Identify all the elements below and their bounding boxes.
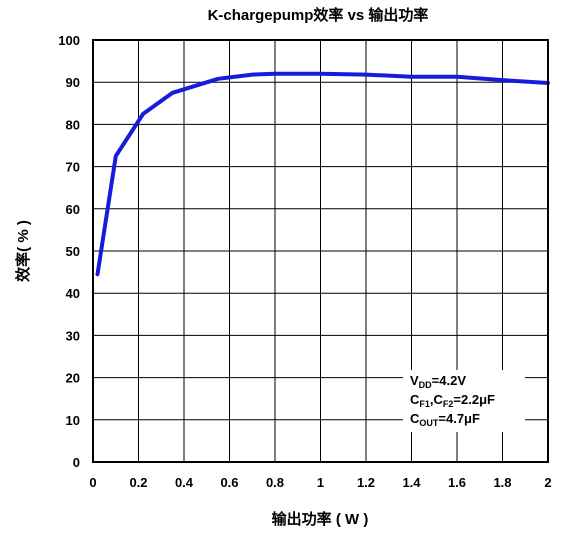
annotation-cout: COUT=4.7μF bbox=[410, 411, 480, 428]
x-axis-label: 输出功率 ( W ) bbox=[272, 510, 369, 528]
y-tick-label: 60 bbox=[66, 202, 80, 217]
x-tick-label: 0.8 bbox=[266, 475, 284, 490]
x-tick-label: 0.4 bbox=[175, 475, 194, 490]
series-group bbox=[95, 71, 550, 277]
y-tick-label: 70 bbox=[66, 160, 80, 175]
x-tick-label: 1.2 bbox=[357, 475, 375, 490]
y-axis-label: 效率( % ) bbox=[14, 220, 32, 282]
x-tick-label: 1.4 bbox=[402, 475, 421, 490]
y-tick-label: 40 bbox=[66, 286, 80, 301]
chart-title: K-chargepump效率 vs 输出功率 bbox=[208, 6, 429, 24]
x-tick-label: 1.8 bbox=[493, 475, 511, 490]
x-tick-labels: 0 0.2 0.4 0.6 0.8 1 1.2 1.4 1.6 1.8 2 bbox=[89, 475, 551, 490]
x-tick-label: 1 bbox=[317, 475, 324, 490]
plot-frame bbox=[92, 39, 549, 463]
y-tick-label: 0 bbox=[73, 455, 80, 470]
x-tick-label: 0.6 bbox=[220, 475, 238, 490]
y-tick-label: 30 bbox=[66, 328, 80, 343]
y-tick-label: 50 bbox=[66, 244, 80, 259]
y-tick-label: 90 bbox=[66, 75, 80, 90]
annotation-vdd: VDD=4.2V bbox=[410, 373, 466, 390]
x-tick-label: 0 bbox=[89, 475, 96, 490]
x-tick-label: 2 bbox=[544, 475, 551, 490]
annotation-box: VDD=4.2V CF1,CF2=2.2μF COUT=4.7μF bbox=[403, 370, 525, 432]
y-tick-label: 10 bbox=[66, 413, 80, 428]
y-tick-labels: 0 10 20 30 40 50 60 70 80 90 100 bbox=[58, 33, 80, 470]
y-tick-label: 20 bbox=[66, 371, 80, 386]
y-tick-label: 100 bbox=[58, 33, 80, 48]
efficiency-line bbox=[95, 71, 550, 277]
y-tick-label: 80 bbox=[66, 117, 80, 132]
x-tick-label: 0.2 bbox=[129, 475, 147, 490]
x-tick-label: 1.6 bbox=[448, 475, 466, 490]
annotation-cf: CF1,CF2=2.2μF bbox=[410, 392, 495, 409]
annotation-background bbox=[403, 370, 525, 432]
